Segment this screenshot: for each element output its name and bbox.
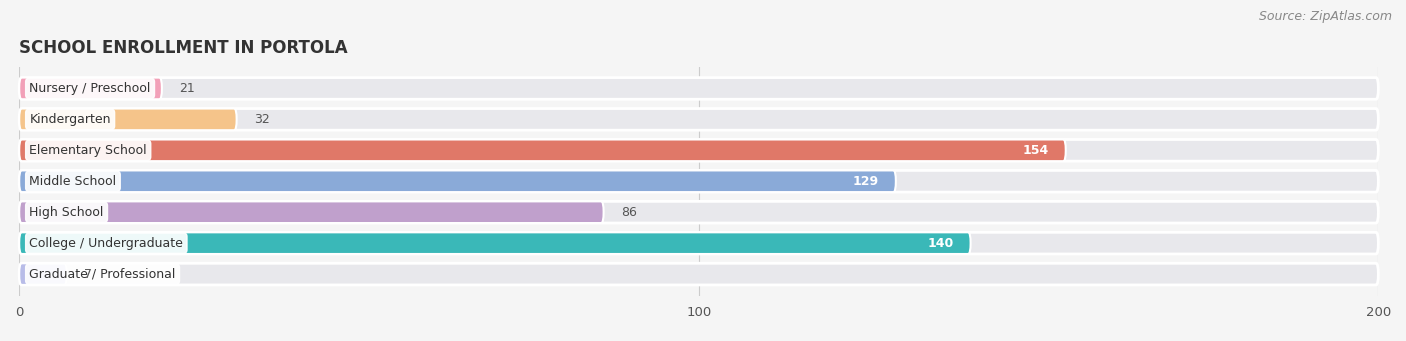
Text: 21: 21 bbox=[179, 82, 194, 95]
Text: Graduate / Professional: Graduate / Professional bbox=[30, 268, 176, 281]
Text: Kindergarten: Kindergarten bbox=[30, 113, 111, 126]
Text: 140: 140 bbox=[928, 237, 953, 250]
FancyBboxPatch shape bbox=[20, 108, 236, 130]
FancyBboxPatch shape bbox=[20, 170, 1378, 192]
Text: Middle School: Middle School bbox=[30, 175, 117, 188]
Text: Elementary School: Elementary School bbox=[30, 144, 148, 157]
Text: Source: ZipAtlas.com: Source: ZipAtlas.com bbox=[1258, 10, 1392, 23]
Text: SCHOOL ENROLLMENT IN PORTOLA: SCHOOL ENROLLMENT IN PORTOLA bbox=[20, 39, 347, 57]
FancyBboxPatch shape bbox=[20, 78, 1378, 99]
Text: 32: 32 bbox=[253, 113, 270, 126]
Text: High School: High School bbox=[30, 206, 104, 219]
FancyBboxPatch shape bbox=[20, 202, 603, 223]
FancyBboxPatch shape bbox=[20, 139, 1066, 161]
FancyBboxPatch shape bbox=[20, 232, 1378, 254]
Text: 129: 129 bbox=[853, 175, 879, 188]
FancyBboxPatch shape bbox=[20, 232, 970, 254]
Text: College / Undergraduate: College / Undergraduate bbox=[30, 237, 183, 250]
FancyBboxPatch shape bbox=[20, 108, 1378, 130]
FancyBboxPatch shape bbox=[20, 263, 1378, 285]
Text: 154: 154 bbox=[1022, 144, 1049, 157]
FancyBboxPatch shape bbox=[20, 78, 162, 99]
Text: 7: 7 bbox=[84, 268, 91, 281]
Text: Nursery / Preschool: Nursery / Preschool bbox=[30, 82, 150, 95]
Text: 86: 86 bbox=[620, 206, 637, 219]
FancyBboxPatch shape bbox=[20, 139, 1378, 161]
FancyBboxPatch shape bbox=[20, 170, 896, 192]
FancyBboxPatch shape bbox=[20, 202, 1378, 223]
FancyBboxPatch shape bbox=[20, 263, 66, 285]
